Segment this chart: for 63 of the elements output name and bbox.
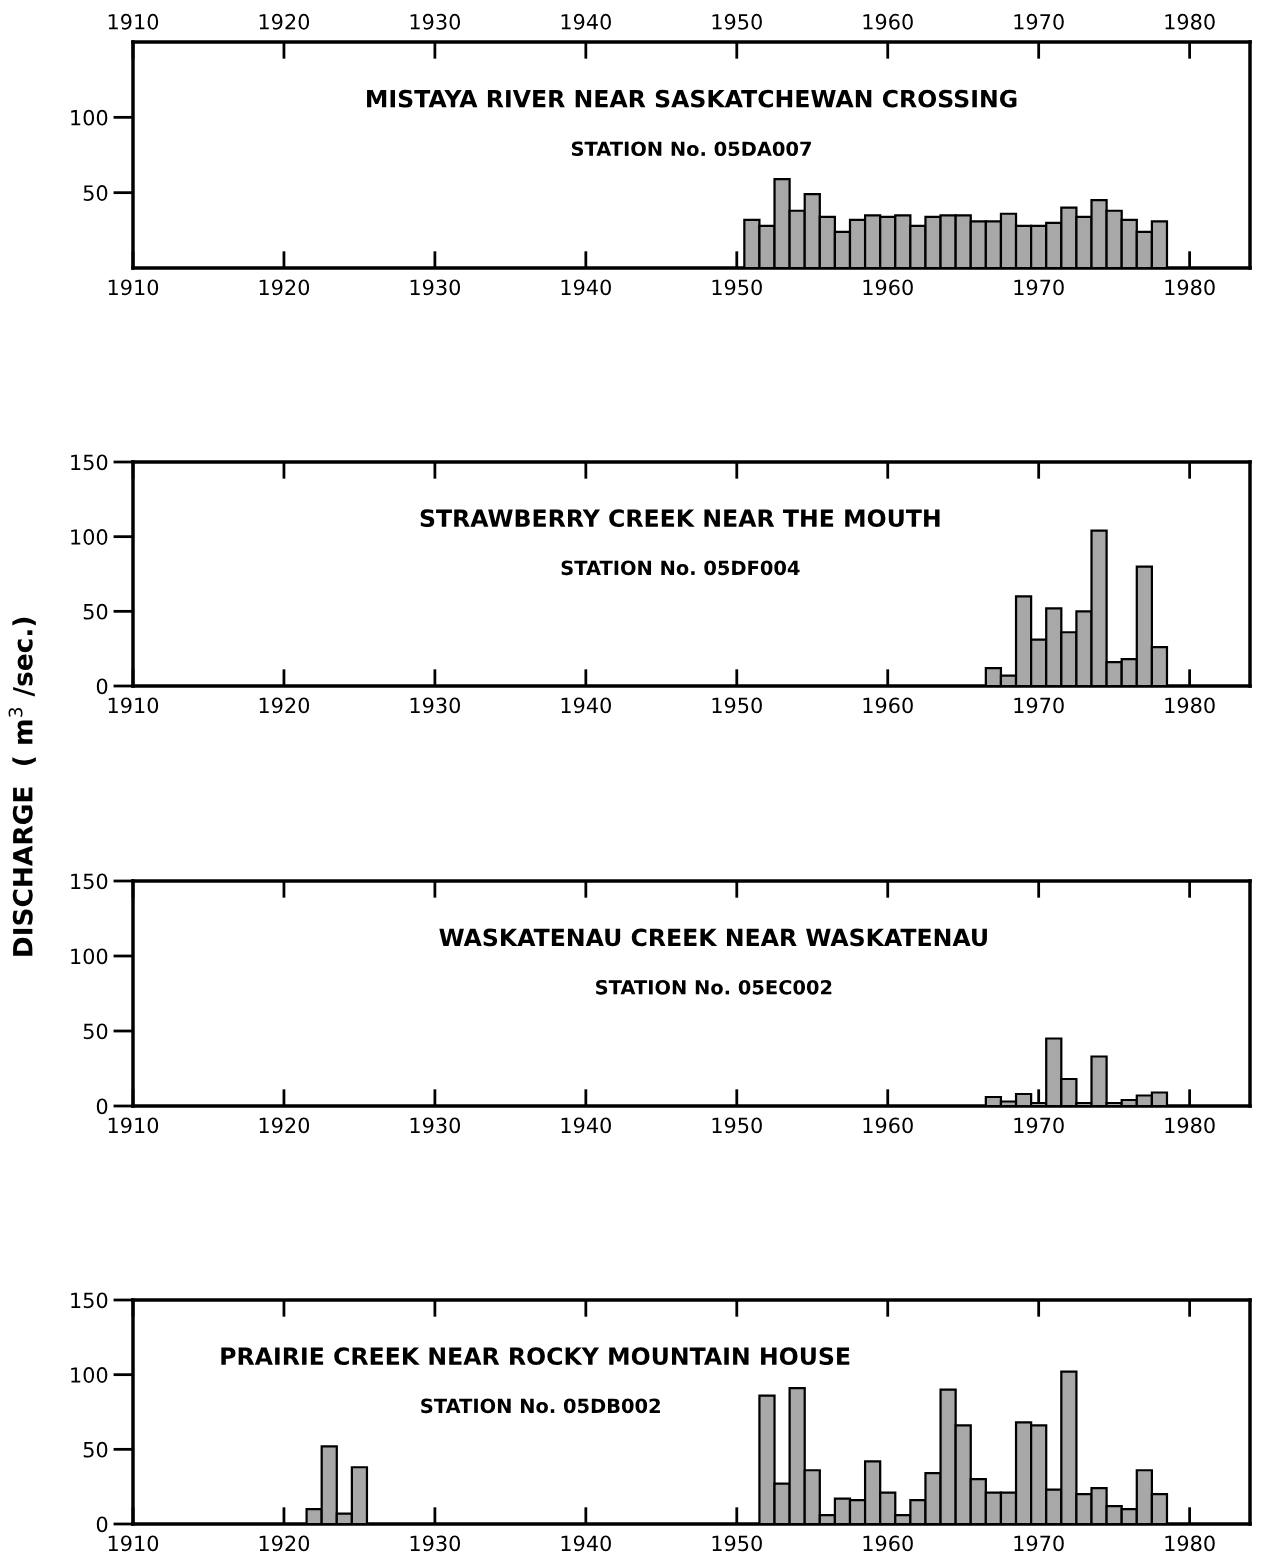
x-tick-label: 1920	[259, 279, 310, 296]
y-tick-label: 150	[71, 454, 108, 471]
text: STATION No. 05DB002	[421, 1398, 660, 1414]
y-tick-label: 100	[71, 529, 108, 545]
x-tick-label: 1960	[863, 697, 913, 714]
x-tick-label: 1940	[561, 279, 611, 296]
y-tick-label: 50	[83, 1441, 108, 1458]
x2-tick-label: 1950	[712, 13, 762, 30]
text: STATION No. 05DF004	[561, 560, 800, 576]
x-tick-label: 1960	[863, 1117, 913, 1134]
x-tick-label: 1950	[712, 279, 762, 296]
x-tick-label: 1960	[863, 1535, 913, 1552]
x-tick-label: 1920	[259, 1117, 310, 1134]
y-tick-label: 0	[96, 1516, 108, 1533]
x2-tick-label: 1910	[108, 13, 159, 30]
x2-tick-label: 1970	[1014, 13, 1064, 30]
x-tick-label: 1980	[1165, 1535, 1215, 1552]
x2-tick-label: 1980	[1165, 13, 1215, 30]
x-tick-label: 1970	[1014, 279, 1064, 296]
x-tick-label: 1970	[1014, 1535, 1064, 1552]
x-tick-label: 1930	[410, 279, 461, 296]
x-tick-label: 1930	[410, 697, 461, 714]
x-tick-label: 1970	[1014, 697, 1064, 714]
x-tick-label: 1950	[712, 1117, 762, 1134]
text: STATION No. 05EC002	[596, 979, 832, 995]
x-tick-label: 1980	[1165, 1117, 1215, 1134]
x-tick-label: 1980	[1165, 279, 1215, 296]
x-tick-label: 1940	[561, 697, 611, 714]
text: MISTAYA RIVER NEAR SASKATCHEWAN CROSSING	[367, 89, 1017, 108]
x-tick-label: 1950	[712, 1535, 762, 1552]
x2-tick-label: 1960	[863, 13, 913, 30]
y-tick-label: 50	[83, 185, 108, 201]
x-tick-label: 1980	[1165, 697, 1215, 714]
y-tick-label: 0	[96, 1098, 108, 1115]
y-tick-label: 0	[96, 678, 108, 695]
text: PRAIRIE CREEK NEAR ROCKY MOUNTAIN HOUSE	[221, 1347, 850, 1366]
x2-tick-label: 1930	[410, 13, 461, 30]
x2-tick-label: 1920	[259, 13, 310, 30]
y-axis-title: DISCHARGE ( m$^{3}$ /sec.)	[8, 617, 36, 956]
y-tick-label: 100	[71, 1367, 108, 1383]
x-tick-label: 1910	[108, 279, 159, 296]
y-tick-label: 50	[83, 1023, 108, 1040]
x-tick-label: 1950	[712, 697, 762, 714]
text: STATION No. 05DA007	[571, 141, 811, 157]
y-tick-label: 100	[71, 109, 108, 126]
x-tick-label: 1960	[863, 279, 913, 296]
y-tick-label: 150	[71, 873, 108, 890]
x-tick-label: 1930	[410, 1117, 461, 1134]
y-tick-label: 100	[71, 948, 108, 965]
x2-tick-label: 1940	[561, 13, 611, 30]
x-tick-label: 1910	[108, 1117, 159, 1134]
y-tick-label: 150	[71, 1292, 108, 1309]
x-tick-label: 1920	[259, 697, 310, 714]
x-tick-label: 1930	[410, 1535, 461, 1552]
x-tick-label: 1910	[108, 697, 159, 714]
x-tick-label: 1970	[1014, 1117, 1064, 1134]
x-tick-label: 1940	[561, 1535, 611, 1552]
x-tick-label: 1940	[561, 1117, 611, 1134]
text: WASKATENAU CREEK NEAR WASKATENAU	[439, 928, 987, 947]
text: STRAWBERRY CREEK NEAR THE MOUTH	[420, 509, 940, 528]
y-tick-label: 50	[83, 603, 108, 620]
x-tick-label: 1910	[108, 1535, 159, 1552]
x-tick-label: 1920	[259, 1535, 310, 1552]
